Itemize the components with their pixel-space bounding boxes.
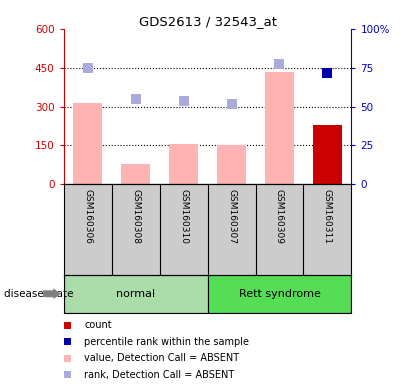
Bar (217, 146, 246, 184)
Text: normal: normal (116, 289, 155, 299)
Text: rank, Detection Call = ABSENT: rank, Detection Call = ABSENT (84, 369, 235, 380)
Text: GSM160311: GSM160311 (323, 189, 332, 244)
Bar (121, 164, 150, 184)
Bar (64, 275, 208, 313)
Bar (265, 71, 294, 184)
Bar (313, 125, 342, 184)
Text: GSM160306: GSM160306 (83, 189, 92, 244)
Point (228, 101, 235, 107)
Text: GSM160308: GSM160308 (131, 189, 140, 244)
Bar (208, 275, 351, 313)
Point (132, 96, 139, 102)
Text: GSM160307: GSM160307 (227, 189, 236, 244)
Text: value, Detection Call = ABSENT: value, Detection Call = ABSENT (84, 353, 239, 363)
Title: GDS2613 / 32543_at: GDS2613 / 32543_at (139, 15, 277, 28)
Point (180, 98, 187, 104)
Text: Rett syndrome: Rett syndrome (238, 289, 321, 299)
Bar (73, 103, 102, 184)
Text: disease state: disease state (4, 289, 74, 299)
Point (324, 70, 331, 76)
Text: percentile rank within the sample: percentile rank within the sample (84, 336, 249, 347)
Point (84, 65, 91, 71)
Text: count: count (84, 320, 112, 330)
Text: GSM160310: GSM160310 (179, 189, 188, 244)
Point (276, 61, 283, 67)
Bar (169, 144, 198, 184)
Text: GSM160309: GSM160309 (275, 189, 284, 244)
